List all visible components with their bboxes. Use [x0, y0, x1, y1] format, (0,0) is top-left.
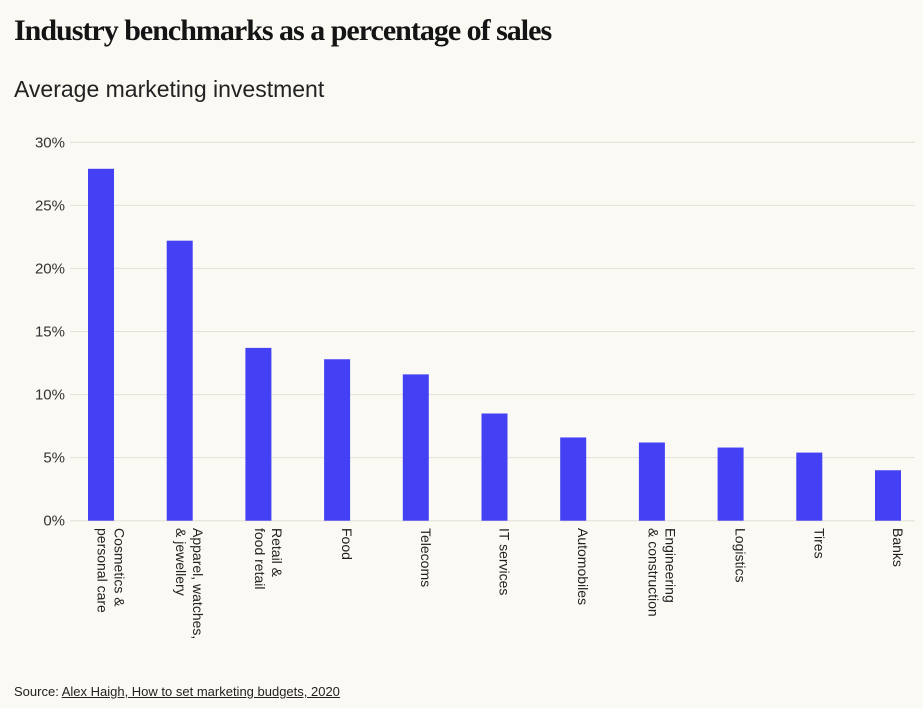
bar	[796, 452, 823, 521]
x-tick-label-line: Tires	[811, 528, 827, 559]
x-tick-label-line: Logistics	[733, 528, 749, 582]
bar	[88, 168, 114, 521]
x-tick-label-line: Telecoms	[418, 528, 434, 587]
bar-chart: 0% 5% 10% 15% 20% 25% 30% Cosmetics &personal c…	[35, 134, 915, 639]
x-tick-label-line: Banks	[890, 528, 906, 567]
x-tick-label-line: food retail	[252, 528, 268, 589]
x-tick-label: Food	[339, 528, 355, 560]
x-tick-label-line: Automobiles	[575, 528, 591, 605]
x-tick-label: Retail &food retail	[252, 528, 285, 589]
chart-subtitle: Average marketing investment	[14, 76, 325, 102]
bar	[638, 442, 665, 521]
y-tick-label: 30%	[35, 134, 65, 151]
source-note: Source: Alex Haigh, How to set marketing…	[14, 684, 340, 699]
y-tick-label: 15%	[35, 324, 65, 341]
x-tick-label-line: personal care	[95, 528, 111, 613]
y-tick-label: 10%	[35, 387, 65, 404]
x-tick-label-line: IT services	[497, 528, 513, 595]
x-tick-label-line: Food	[339, 528, 355, 560]
x-tick-label: Automobiles	[575, 528, 591, 605]
x-tick-label: Apparel, watches,& jewellery	[173, 528, 206, 639]
y-tick-label: 25%	[35, 197, 65, 214]
chart-title: Industry benchmarks as a percentage of s…	[14, 14, 552, 47]
bar	[560, 437, 587, 521]
source-link[interactable]: Alex Haigh, How to set marketing budgets…	[61, 684, 340, 699]
bar	[875, 470, 901, 521]
x-tick-label-line: Apparel, watches,	[190, 528, 206, 639]
x-tick-label: Telecoms	[418, 528, 434, 587]
x-tick-label-line: Engineering	[662, 528, 678, 603]
x-tick-label-line: Retail &	[269, 528, 285, 578]
y-tick-label: 5%	[43, 450, 65, 467]
x-tick-label: Engineering& construction	[645, 528, 678, 617]
x-tick-label: Logistics	[733, 528, 749, 582]
bar	[324, 359, 351, 521]
x-tick-label: Tires	[811, 528, 827, 559]
bar	[481, 413, 508, 521]
bar	[717, 447, 744, 521]
bar	[166, 240, 193, 521]
x-tick-label: IT services	[497, 528, 513, 595]
bar	[402, 374, 429, 521]
x-tick-label-line: & jewellery	[173, 528, 189, 596]
y-tick-label: 0%	[43, 513, 65, 530]
x-tick-label-line: Cosmetics &	[112, 528, 128, 607]
x-tick-label: Banks	[890, 528, 906, 567]
source-prefix: Source:	[14, 684, 62, 699]
bar	[245, 347, 272, 521]
y-tick-label: 20%	[35, 260, 65, 277]
x-tick-label-line: & construction	[645, 528, 661, 617]
x-tick-label: Cosmetics &personal care	[95, 528, 128, 613]
